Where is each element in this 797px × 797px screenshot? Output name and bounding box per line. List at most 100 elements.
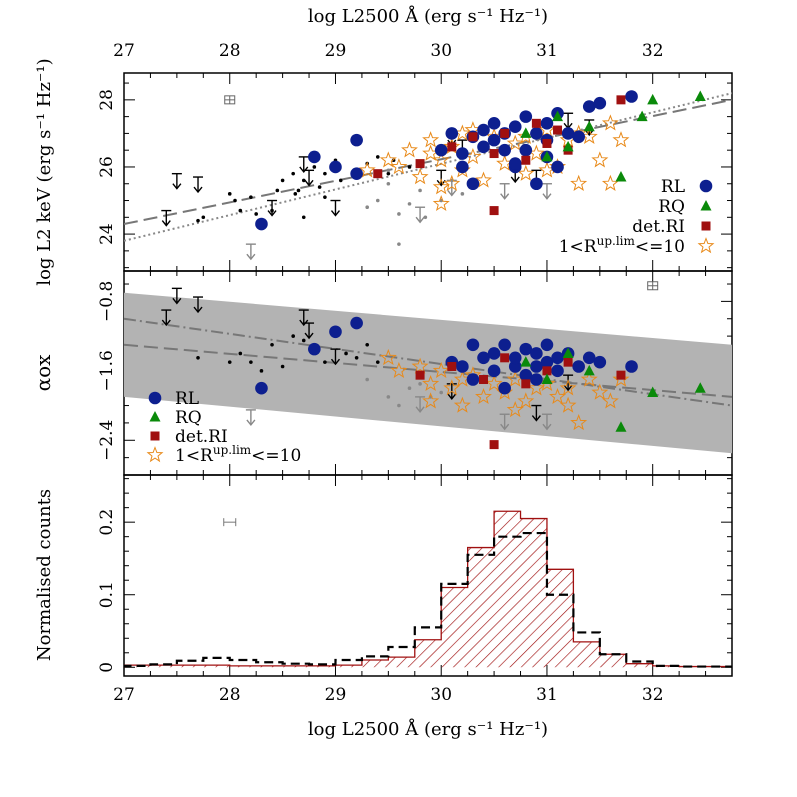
point-dot xyxy=(291,334,295,338)
point-square xyxy=(500,353,510,363)
point-square xyxy=(616,370,626,380)
point-star xyxy=(432,178,450,195)
point-star xyxy=(506,134,524,151)
histograms xyxy=(124,510,732,668)
point-upper-limit xyxy=(298,156,309,174)
point-circle xyxy=(572,360,585,373)
middle-legend-label: RQ xyxy=(175,408,202,428)
top-legend-label: det.RI xyxy=(632,217,685,237)
y-tick-label: −2.4 xyxy=(97,420,117,461)
point-star xyxy=(538,121,556,138)
point-dot xyxy=(418,382,422,386)
top-legend-marker xyxy=(699,179,713,193)
point-triangle xyxy=(552,110,564,122)
point-dot xyxy=(407,202,412,206)
point-square xyxy=(489,440,499,450)
point-star xyxy=(517,392,535,409)
point-dot xyxy=(397,242,401,246)
point-dot xyxy=(354,356,359,360)
y-tick-label: 28 xyxy=(97,89,117,111)
point-upper-limit xyxy=(563,112,574,130)
point-circle xyxy=(530,373,543,386)
point-circle xyxy=(456,360,469,373)
point-square xyxy=(531,118,541,128)
point-circle xyxy=(508,351,522,365)
point-circle xyxy=(255,381,268,395)
point-square xyxy=(489,206,499,216)
point-triangle xyxy=(562,140,574,152)
top-error-bar xyxy=(224,95,236,105)
point-upper-limit xyxy=(330,199,341,217)
point-star xyxy=(411,168,429,185)
point-circle xyxy=(350,133,363,147)
point-circle xyxy=(498,143,511,157)
y-tick-labels: 24 26 28 −0.8 −1.6 −2.4 0 0.1 0.2 xyxy=(97,89,117,673)
point-dot xyxy=(386,171,391,176)
point-square xyxy=(521,379,531,389)
point-square xyxy=(500,128,510,138)
point-circle xyxy=(329,160,342,174)
top-legend-label: 1<Rup.lim<=10 xyxy=(559,234,685,257)
point-dot xyxy=(397,403,401,408)
point-star xyxy=(401,141,418,158)
point-dot xyxy=(227,192,232,196)
point-upper-limit xyxy=(499,413,510,431)
point-circle xyxy=(477,123,490,137)
top-x-tick-label: 29 xyxy=(325,41,347,61)
top-legend-marker xyxy=(697,237,715,254)
point-square xyxy=(479,375,489,385)
point-dot xyxy=(375,198,380,203)
point-star xyxy=(443,379,461,396)
point-star xyxy=(432,361,450,379)
top-legend-label: RL xyxy=(661,177,685,197)
point-dot xyxy=(375,155,380,159)
point-circle xyxy=(498,338,511,352)
middle-y-axis-title: αox xyxy=(31,354,55,392)
point-upper-limit xyxy=(171,172,182,190)
point-upper-limit xyxy=(193,296,204,314)
point-square xyxy=(563,357,573,367)
point-star xyxy=(601,174,619,191)
point-dot xyxy=(201,215,206,220)
point-circle xyxy=(329,325,342,339)
point-star xyxy=(432,194,450,212)
top-x-tick-label: 30 xyxy=(430,41,452,61)
top-y-axis-title: log L2 keV (erg s⁻¹ Hz⁻¹) xyxy=(34,58,55,285)
point-dot xyxy=(280,364,285,369)
point-upper-limit xyxy=(304,169,315,187)
point-star xyxy=(485,374,503,392)
point-star xyxy=(390,361,408,379)
point-star xyxy=(475,387,492,405)
point-circle xyxy=(477,351,490,365)
point-circle xyxy=(456,160,469,174)
point-dot xyxy=(196,218,200,223)
point-star xyxy=(422,374,440,392)
top-legend-label: RQ xyxy=(658,197,685,217)
point-triangle xyxy=(583,120,595,132)
bottom-error-bar xyxy=(223,518,237,527)
point-star xyxy=(390,158,408,175)
point-dot xyxy=(344,351,348,356)
point-circle xyxy=(498,381,511,395)
point-circle xyxy=(561,127,575,140)
point-dot xyxy=(391,158,396,163)
point-upper-limit xyxy=(330,348,341,366)
point-triangle xyxy=(636,110,648,122)
histogram-hatch-fill xyxy=(124,511,732,668)
point-dot xyxy=(439,390,444,395)
point-dot xyxy=(196,356,200,360)
top-x-tick-labels: 27 28 29 30 31 32 xyxy=(113,41,663,61)
point-star xyxy=(422,131,440,148)
point-circle xyxy=(350,316,363,330)
point-star xyxy=(358,161,376,178)
point-dot xyxy=(293,192,298,196)
middle-legend-marker xyxy=(146,446,164,463)
middle-error-bar xyxy=(647,281,659,291)
point-triangle xyxy=(583,364,595,376)
point-circle xyxy=(434,143,448,157)
point-star xyxy=(475,171,492,188)
point-upper-limit xyxy=(541,413,552,431)
data-points xyxy=(161,90,706,450)
point-dot xyxy=(249,360,253,364)
point-star xyxy=(559,379,577,396)
